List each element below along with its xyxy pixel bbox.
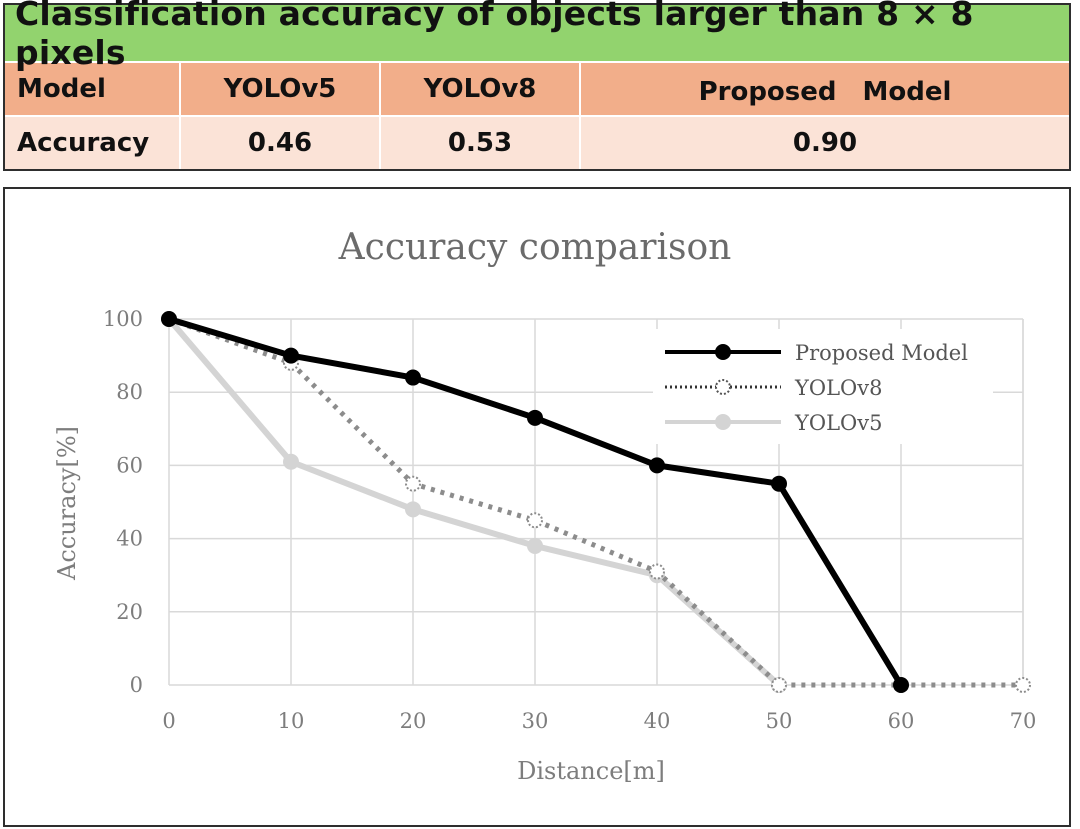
table-header-row: Model YOLOv5 YOLOv8 Proposed Model bbox=[5, 63, 1069, 117]
legend-marker-yolov5 bbox=[715, 414, 731, 430]
header-cell-model: Model bbox=[5, 63, 181, 115]
y-tick-label: 20 bbox=[116, 600, 143, 624]
legend-label-yolov5: YOLOv5 bbox=[794, 411, 882, 435]
data-point-yolov5 bbox=[527, 537, 543, 554]
x-tick-label: 10 bbox=[278, 709, 305, 733]
data-point-proposed-model bbox=[161, 311, 177, 327]
cell-proposed-accuracy: 0.90 bbox=[792, 128, 858, 158]
header-cell-yolov8: YOLOv8 bbox=[381, 63, 581, 115]
data-point-proposed-model bbox=[527, 409, 543, 426]
data-point-yolov5 bbox=[405, 501, 421, 518]
x-tick-label: 70 bbox=[1010, 709, 1037, 733]
data-point-proposed-model bbox=[405, 369, 421, 386]
cell-yolov5-accuracy: 0.46 bbox=[181, 117, 381, 169]
accuracy-table: Classification accuracy of objects large… bbox=[3, 0, 1071, 171]
header-cell-proposed-model: Proposed Model bbox=[698, 76, 952, 107]
chart-panel: Accuracy comparison 0 10 20 30 40 50 60 70 0 20 4… bbox=[3, 187, 1071, 827]
y-tick-label: 80 bbox=[116, 380, 143, 404]
legend-label-proposed-model: Proposed Model bbox=[795, 341, 968, 365]
legend-marker-proposed-model bbox=[715, 344, 731, 360]
data-point-yolov8 bbox=[771, 677, 787, 693]
x-tick-label: 30 bbox=[522, 709, 549, 733]
y-tick-labels: 0 20 40 60 80 100 bbox=[103, 307, 143, 697]
chart-title: Accuracy comparison bbox=[338, 227, 732, 268]
y-tick-label: 0 bbox=[130, 673, 143, 697]
table-row: Accuracy 0.46 0.53 0.90 bbox=[5, 117, 1069, 169]
data-point-yolov8 bbox=[405, 475, 421, 492]
legend-background bbox=[653, 329, 993, 444]
y-axis-title: Accuracy[%] bbox=[53, 426, 81, 581]
data-point-yolov8 bbox=[649, 563, 665, 580]
data-point-proposed-model bbox=[649, 457, 665, 474]
x-tick-labels: 0 10 20 30 40 50 60 70 bbox=[162, 709, 1036, 733]
row-label-accuracy: Accuracy bbox=[5, 117, 181, 169]
y-tick-label: 40 bbox=[116, 527, 143, 551]
chart-legend: Proposed Model YOLOv8 YOLOv5 bbox=[653, 329, 993, 444]
x-tick-label: 20 bbox=[400, 709, 427, 733]
data-point-yolov5 bbox=[283, 453, 299, 470]
x-tick-label: 50 bbox=[766, 709, 793, 733]
x-tick-label: 40 bbox=[644, 709, 671, 733]
y-tick-label: 100 bbox=[103, 307, 143, 331]
data-point-proposed-model bbox=[893, 677, 909, 693]
table-title: Classification accuracy of objects large… bbox=[5, 0, 1069, 72]
legend-label-yolov8: YOLOv8 bbox=[794, 376, 882, 400]
x-tick-label: 0 bbox=[162, 709, 175, 733]
y-tick-label: 60 bbox=[116, 453, 143, 477]
chart-series bbox=[161, 311, 1031, 693]
x-axis-title: Distance[m] bbox=[517, 757, 665, 785]
header-cell-yolov5: YOLOv5 bbox=[181, 63, 381, 115]
cell-yolov8-accuracy: 0.53 bbox=[381, 117, 581, 169]
legend-marker-yolov8 bbox=[715, 379, 731, 395]
line-chart: Accuracy comparison 0 10 20 30 40 50 60 70 0 20 4… bbox=[53, 227, 1036, 785]
data-point-yolov8 bbox=[527, 512, 543, 529]
data-point-proposed-model bbox=[283, 347, 299, 364]
data-point-yolov8 bbox=[1015, 677, 1031, 693]
x-tick-label: 60 bbox=[888, 709, 915, 733]
data-point-proposed-model bbox=[771, 475, 787, 492]
